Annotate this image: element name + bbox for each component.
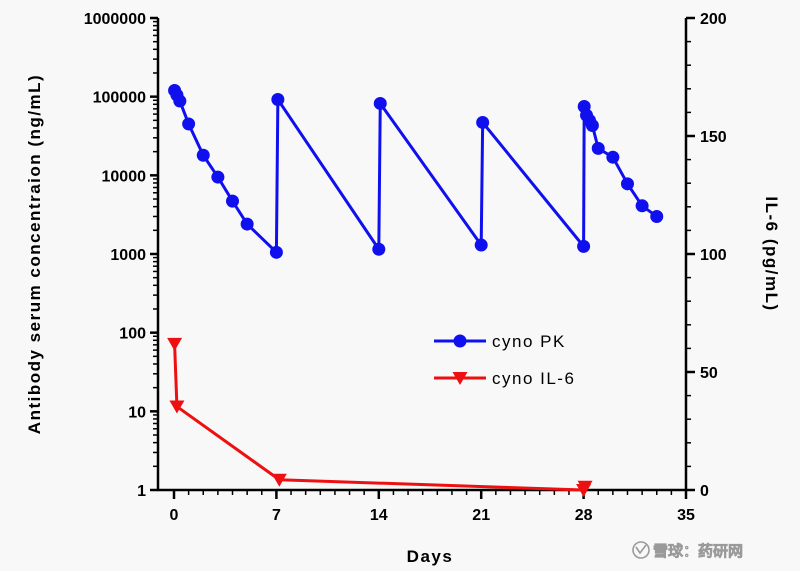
data-point-cyno-pk bbox=[474, 238, 488, 252]
watermark: 雪球：药研网 bbox=[632, 541, 743, 560]
x-tick-label: 35 bbox=[677, 507, 695, 524]
data-point-cyno-pk bbox=[635, 199, 649, 213]
data-point-cyno-pk bbox=[271, 93, 285, 107]
data-point-cyno-pk bbox=[269, 245, 283, 259]
data-point-cyno-pk bbox=[373, 96, 387, 110]
legend: cyno PK cyno IL-6 bbox=[434, 332, 575, 388]
data-point-cyno-pk bbox=[196, 148, 210, 162]
y-left-tick-label: 10 bbox=[128, 404, 146, 421]
data-point-cyno-pk bbox=[585, 119, 599, 133]
y-right-ticks: 0 50 100 150 200 bbox=[686, 11, 727, 500]
data-point-cyno-pk bbox=[240, 217, 254, 231]
axes bbox=[156, 18, 688, 492]
x-ticks: 0 7 14 21 28 35 bbox=[170, 490, 695, 524]
x-tick-label: 28 bbox=[575, 507, 593, 524]
y-left-tick-label: 1 bbox=[137, 483, 146, 500]
data-point-cyno-il-6 bbox=[271, 473, 287, 487]
y-right-tick-label: 100 bbox=[700, 247, 727, 264]
data-point-cyno-il-6 bbox=[169, 400, 185, 414]
data-point-cyno-pk bbox=[226, 194, 240, 208]
data-point-cyno-pk bbox=[620, 177, 634, 191]
series-layer bbox=[167, 83, 664, 497]
legend-label-cyno-il6: cyno IL-6 bbox=[492, 369, 575, 388]
x-tick-label: 21 bbox=[472, 507, 490, 524]
y-right-tick-label: 0 bbox=[700, 483, 709, 500]
x-axis-title: Days bbox=[407, 547, 454, 566]
y-left-tick-label: 1000 bbox=[110, 247, 146, 264]
y-left-ticks: 1 10 100 1000 10000 100000 1000000 bbox=[84, 11, 158, 500]
data-point-cyno-pk bbox=[476, 115, 490, 129]
x-tick-label: 7 bbox=[272, 507, 281, 524]
y-left-tick-label: 10000 bbox=[102, 168, 147, 185]
data-point-cyno-pk bbox=[650, 209, 664, 223]
y-left-tick-label: 100000 bbox=[93, 90, 146, 107]
data-point-cyno-pk bbox=[173, 94, 187, 108]
watermark-text: 雪球：药研网 bbox=[653, 542, 743, 560]
x-tick-label: 14 bbox=[370, 507, 388, 524]
y-left-axis-title: Antibody serum concentraion (ng/mL) bbox=[25, 74, 44, 434]
x-tick-label: 0 bbox=[170, 507, 179, 524]
legend-marker-cyno-il6 bbox=[452, 372, 468, 385]
legend-label-cyno-pk: cyno PK bbox=[492, 332, 566, 351]
data-point-cyno-pk bbox=[372, 242, 386, 256]
legend-marker-cyno-pk bbox=[453, 334, 467, 348]
data-point-cyno-pk bbox=[606, 150, 620, 164]
data-point-cyno-il-6 bbox=[167, 337, 183, 351]
y-right-tick-label: 200 bbox=[700, 11, 727, 28]
y-left-tick-label: 100 bbox=[119, 326, 146, 343]
y-right-tick-label: 150 bbox=[700, 129, 727, 146]
legend-item-cyno-pk: cyno PK bbox=[434, 332, 566, 351]
weibo-logo-icon bbox=[632, 541, 650, 559]
data-point-cyno-pk bbox=[591, 141, 605, 155]
y-left-tick-label: 1000000 bbox=[84, 11, 146, 28]
data-point-cyno-pk bbox=[577, 239, 591, 253]
legend-item-cyno-il6: cyno IL-6 bbox=[434, 369, 575, 388]
y-right-axis-title: IL-6 (pg/mL) bbox=[762, 196, 781, 311]
series-line-cyno-il-6 bbox=[173, 343, 587, 492]
data-point-cyno-il-6 bbox=[577, 480, 593, 494]
y-right-tick-label: 50 bbox=[700, 365, 718, 382]
data-point-cyno-pk bbox=[211, 170, 225, 184]
data-point-cyno-pk bbox=[182, 117, 196, 131]
